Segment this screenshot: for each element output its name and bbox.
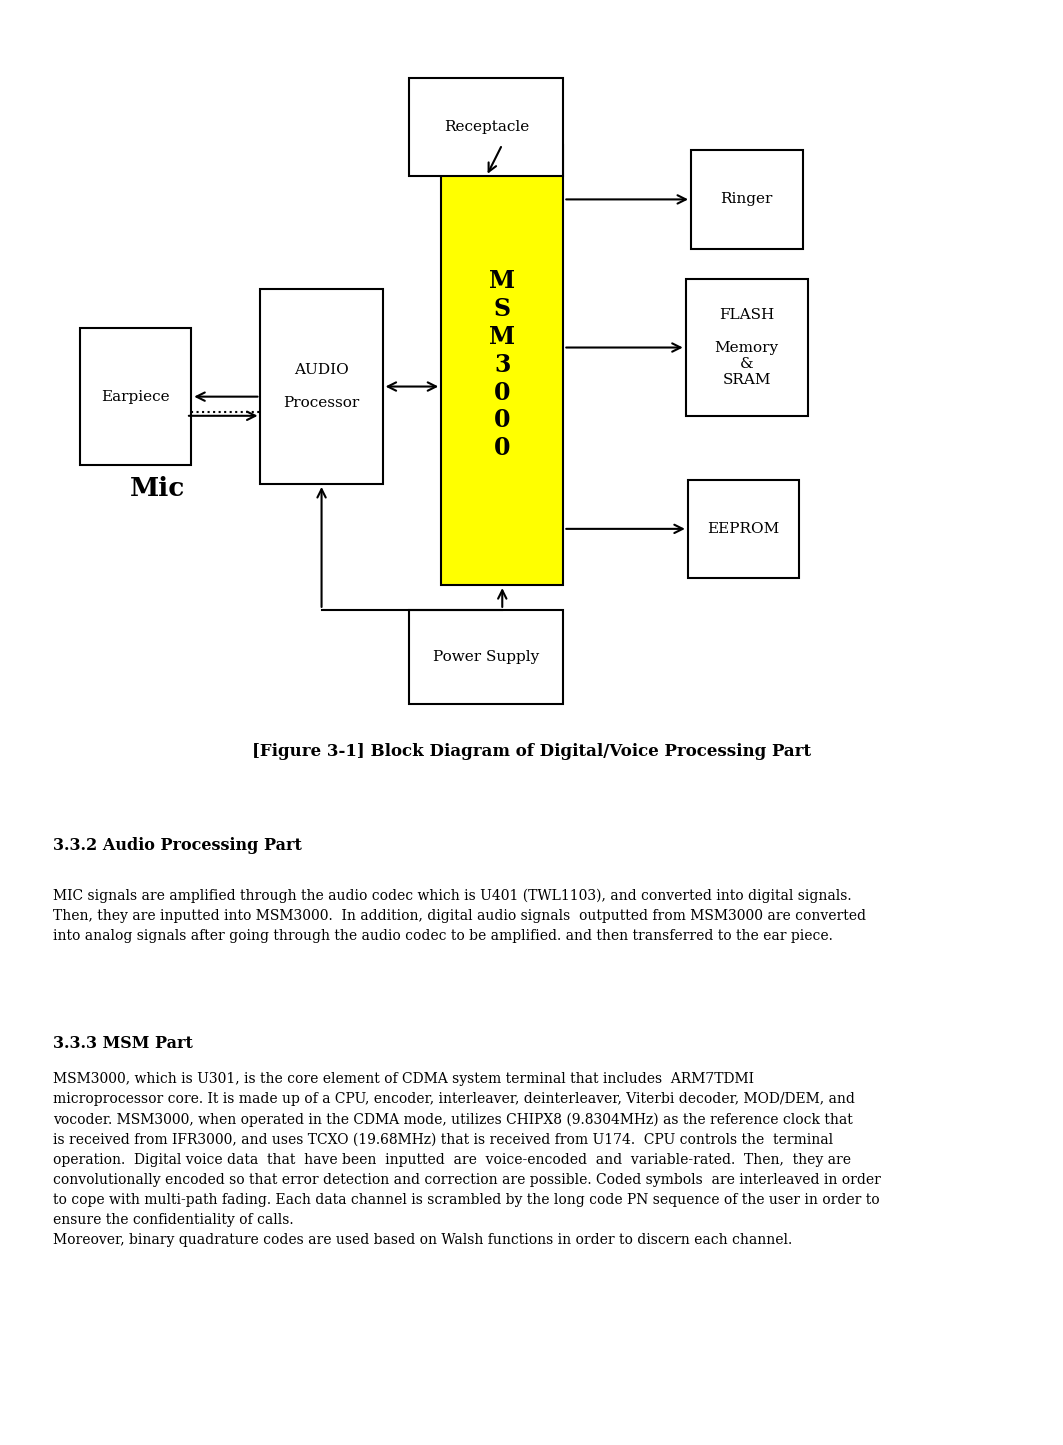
Bar	[691, 150, 803, 249]
Text: FLASH

Memory
&
SRAM: FLASH Memory & SRAM	[714, 308, 779, 387]
Text: Mic: Mic	[130, 475, 185, 501]
Text: MSM3000, which is U301, is the core element of CDMA system terminal that include: MSM3000, which is U301, is the core elem…	[53, 1072, 881, 1247]
Bar	[80, 328, 191, 465]
Text: 3.3.2 Audio Processing Part: 3.3.2 Audio Processing Part	[53, 837, 302, 854]
Text: M
S
M
3
0
0
0: M S M 3 0 0 0	[489, 269, 516, 461]
Text: AUDIO

Processor: AUDIO Processor	[284, 363, 359, 410]
Text: MIC signals are amplified through the audio codec which is U401 (TWL1103), and c: MIC signals are amplified through the au…	[53, 889, 866, 944]
Text: Receptacle: Receptacle	[443, 120, 529, 134]
Text: Earpiece: Earpiece	[101, 390, 170, 403]
Text: Power Supply: Power Supply	[434, 650, 539, 663]
Text: EEPROM: EEPROM	[708, 522, 779, 536]
Text: [Figure 3-1] Block Diagram of Digital/Voice Processing Part: [Figure 3-1] Block Diagram of Digital/Vo…	[252, 743, 811, 760]
Bar	[409, 610, 563, 704]
Bar	[260, 289, 383, 484]
Bar	[441, 144, 563, 585]
Bar	[409, 78, 563, 176]
Text: 3.3.3 MSM Part: 3.3.3 MSM Part	[53, 1035, 193, 1052]
Bar	[688, 480, 799, 578]
Text: Ringer: Ringer	[721, 192, 773, 207]
Bar	[686, 279, 808, 416]
